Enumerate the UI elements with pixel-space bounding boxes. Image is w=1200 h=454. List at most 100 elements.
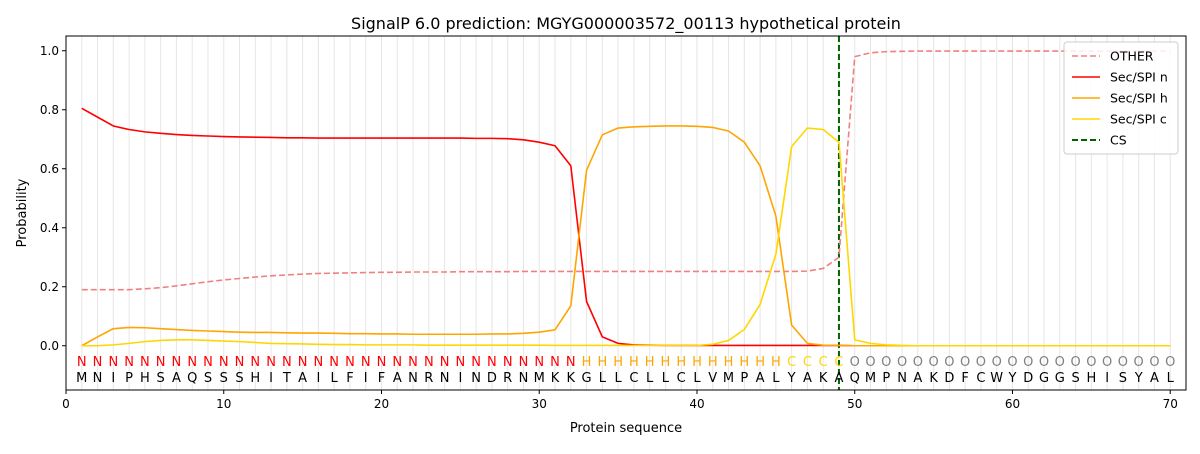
residue-label: S: [1119, 371, 1127, 386]
residue-label: C: [976, 371, 985, 386]
residue-label: H: [250, 371, 260, 386]
region-label: O: [928, 355, 938, 370]
residue-label: I: [364, 371, 368, 386]
series-line-other: [81, 50, 1171, 291]
residue-label: R: [424, 371, 433, 386]
residue-label: A: [835, 371, 844, 386]
region-label: C: [819, 355, 828, 370]
y-axis-ticks: 0.0 0.2 0.4 0.6 0.8 1.0: [40, 44, 66, 353]
residue-label: I: [458, 371, 462, 386]
region-label: O: [897, 355, 907, 370]
residue-label: L: [772, 371, 780, 386]
residue-label: L: [1167, 371, 1175, 386]
residue-label: P: [740, 371, 748, 386]
x-tick-label: 60: [1005, 397, 1020, 411]
residue-label: C: [677, 371, 686, 386]
region-label: N: [77, 355, 87, 370]
x-axis-label: Protein sequence: [570, 421, 682, 436]
residue-label: S: [1071, 371, 1079, 386]
region-label: H: [676, 355, 686, 370]
residue-label: Q: [187, 371, 197, 386]
x-tick-label: 70: [1163, 397, 1178, 411]
residue-label: I: [269, 371, 273, 386]
grid-layer: [81, 36, 1171, 390]
residue-label: Y: [1008, 371, 1017, 386]
region-label: O: [881, 355, 891, 370]
region-label: N: [455, 355, 465, 370]
region-label: N: [266, 355, 276, 370]
region-label: O: [1149, 355, 1159, 370]
residue-label: K: [929, 371, 938, 386]
residue-label: S: [220, 371, 228, 386]
y-tick-label: 0.6: [40, 162, 59, 176]
residue-label: D: [487, 371, 497, 386]
region-label: N: [566, 355, 576, 370]
residue-label: T: [282, 371, 291, 386]
residue-label: A: [1150, 371, 1159, 386]
residue-label: S: [204, 371, 212, 386]
legend-entry: Sec/SPI n: [1110, 70, 1168, 85]
x-tick-label: 20: [374, 397, 389, 411]
residue-label: S: [157, 371, 165, 386]
residue-label: L: [331, 371, 339, 386]
residue-label: K: [551, 371, 560, 386]
region-label: H: [582, 355, 592, 370]
series-line-sec-spi-c: [81, 127, 1171, 347]
region-label: O: [960, 355, 970, 370]
residue-label: M: [723, 371, 734, 386]
region-label: N: [172, 355, 182, 370]
series-line-sec-spi-h: [81, 125, 1171, 347]
residue-label: K: [819, 371, 828, 386]
residue-label: N: [471, 371, 481, 386]
region-label: N: [250, 355, 260, 370]
region-label: N: [377, 355, 387, 370]
residue-label: A: [393, 371, 402, 386]
region-label: O: [1086, 355, 1096, 370]
residue-label: L: [693, 371, 701, 386]
region-label: N: [534, 355, 544, 370]
residue-label: A: [913, 371, 922, 386]
region-label: N: [282, 355, 292, 370]
residue-label: M: [76, 371, 87, 386]
residue-label: L: [614, 371, 622, 386]
region-label: N: [345, 355, 355, 370]
region-label: H: [755, 355, 765, 370]
region-label: O: [1165, 355, 1175, 370]
region-label: H: [692, 355, 702, 370]
region-label: N: [361, 355, 371, 370]
region-label: N: [503, 355, 513, 370]
region-label: N: [392, 355, 402, 370]
region-label: C: [834, 355, 843, 370]
residue-label: F: [961, 371, 968, 386]
region-label: H: [613, 355, 623, 370]
legend: OTHER Sec/SPI n Sec/SPI h Sec/SPI c CS: [1063, 41, 1179, 155]
residue-label: S: [235, 371, 243, 386]
y-axis-label: Probability: [15, 178, 30, 247]
region-label: N: [93, 355, 103, 370]
residue-label: I: [111, 371, 115, 386]
x-axis-ticks: 0 10 20 30 40 50 60 70: [62, 390, 1178, 411]
series-line-sec-spi-n: [81, 107, 1171, 347]
region-label: N: [550, 355, 560, 370]
region-label: N: [471, 355, 481, 370]
region-label: O: [1039, 355, 1049, 370]
residue-label: P: [882, 371, 890, 386]
residue-label: G: [1039, 371, 1049, 386]
region-label: O: [1070, 355, 1080, 370]
residue-label: I: [1105, 371, 1109, 386]
residue-label: A: [298, 371, 307, 386]
region-label: N: [519, 355, 529, 370]
legend-entry: OTHER: [1110, 49, 1154, 64]
region-label: H: [708, 355, 718, 370]
residue-label: K: [567, 371, 576, 386]
residue-label: L: [599, 371, 607, 386]
legend-box: [1063, 41, 1179, 155]
y-tick-label: 0.8: [40, 103, 59, 117]
x-tick-label: 10: [216, 397, 231, 411]
residue-label: D: [1023, 371, 1033, 386]
residue-label: M: [865, 371, 876, 386]
x-tick-label: 30: [532, 397, 547, 411]
residue-label: Y: [1134, 371, 1143, 386]
region-label: H: [597, 355, 607, 370]
